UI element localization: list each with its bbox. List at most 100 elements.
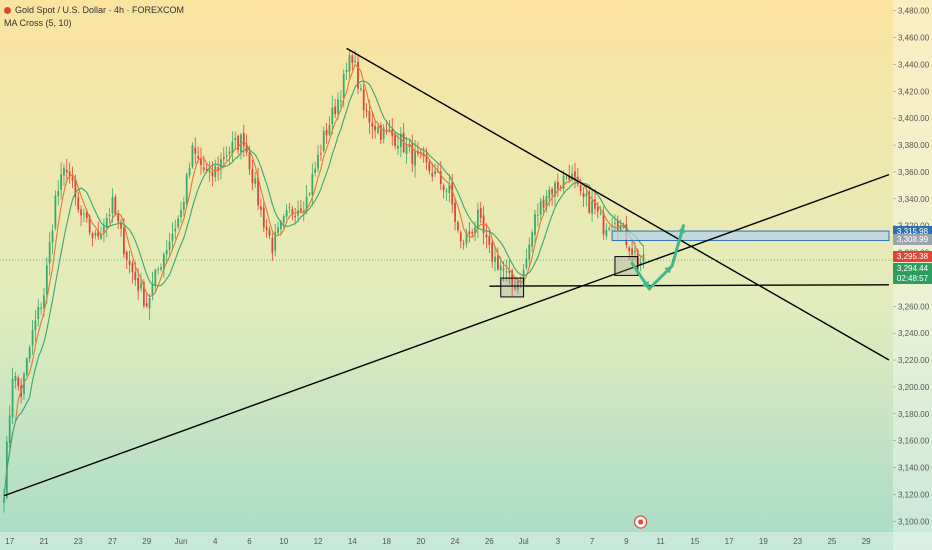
candle-body — [568, 176, 571, 180]
candle-body — [485, 234, 488, 238]
candle-body — [514, 287, 516, 289]
candle-body — [51, 230, 54, 243]
candle-body — [11, 378, 14, 418]
candle-body — [457, 221, 459, 231]
candle-body — [599, 213, 602, 215]
candle-body — [137, 278, 140, 291]
candle-body — [582, 193, 585, 198]
candle-body — [354, 60, 357, 62]
low-box-2 — [614, 256, 639, 276]
candle-body — [442, 185, 445, 191]
candle-body — [379, 125, 382, 141]
candle-body — [162, 254, 165, 270]
candle-body — [608, 228, 611, 230]
candle-body — [71, 177, 74, 181]
candle-body — [468, 231, 471, 234]
candle-body — [417, 150, 419, 154]
candle-body — [94, 232, 97, 236]
candle-body — [145, 303, 148, 307]
candle-body — [91, 233, 94, 238]
candle-body — [134, 272, 137, 281]
candle-body — [602, 213, 605, 235]
candle-body — [362, 88, 365, 111]
candle-body — [522, 269, 525, 285]
candle-body — [539, 200, 542, 215]
candle-body — [288, 207, 291, 209]
candle-body — [328, 125, 331, 135]
ma-fast-line — [3, 63, 644, 498]
candle-body — [17, 377, 20, 387]
candle-body — [448, 184, 451, 194]
candle-body — [471, 231, 474, 234]
candle-body — [465, 232, 468, 244]
candle-body — [188, 167, 191, 176]
candle-body — [422, 152, 425, 157]
candle-body — [614, 222, 616, 224]
candle-body — [322, 131, 325, 151]
candle-body — [57, 191, 60, 197]
candle-body — [80, 209, 82, 216]
candle-body — [103, 226, 105, 233]
ma-slow-line — [3, 80, 644, 498]
price-tag: 3,295.38 — [893, 251, 932, 263]
candle-body — [305, 196, 308, 211]
y-tick-label: 3,200.00 — [898, 383, 930, 392]
candle-body — [300, 208, 302, 212]
candle-body — [34, 320, 37, 331]
candle-body — [111, 197, 114, 214]
candle-body — [317, 154, 319, 169]
candle-body — [277, 227, 279, 234]
candle-body — [125, 251, 128, 261]
candle-body — [171, 233, 174, 242]
candle-body — [165, 249, 168, 255]
y-tick-label: 3,380.00 — [898, 141, 930, 150]
candle-body — [185, 174, 188, 205]
candle-body — [157, 269, 160, 271]
candle-body — [262, 207, 265, 228]
candle-body — [237, 136, 239, 151]
candle-body — [108, 215, 111, 217]
candle-body — [628, 247, 631, 252]
candle-body — [3, 497, 5, 503]
candle-body — [205, 168, 208, 171]
candle-body — [254, 178, 257, 184]
candle-body — [325, 129, 328, 136]
candle-body — [388, 129, 391, 131]
candle-body — [268, 229, 271, 236]
economic-event-icon-dot — [638, 519, 644, 525]
candle-body — [371, 122, 374, 127]
y-tick-label: 3,140.00 — [898, 464, 930, 473]
candle-body — [131, 263, 134, 273]
candle-body — [14, 375, 17, 381]
candle-body — [177, 218, 180, 228]
candle-body — [516, 280, 519, 290]
candle-body — [394, 133, 396, 147]
candle-body — [197, 156, 200, 159]
candle-body — [294, 215, 297, 217]
candle-body — [37, 307, 40, 319]
candle-body — [60, 174, 62, 190]
candle-body — [405, 144, 408, 155]
candle-body — [348, 55, 351, 72]
candle-body — [291, 209, 294, 215]
indicator-row[interactable]: MA Cross (5, 10) — [4, 17, 184, 30]
candle-body — [425, 154, 428, 163]
candle-body — [282, 216, 285, 223]
candle-body — [528, 244, 531, 260]
candle-body — [25, 358, 28, 375]
x-tick-label: 24 — [451, 537, 460, 546]
x-tick-label: 23 — [74, 537, 83, 546]
candle-body — [359, 88, 362, 90]
candle-body — [180, 210, 182, 218]
candle-body — [128, 260, 131, 265]
candle-body — [105, 218, 108, 229]
candle-body — [437, 171, 439, 173]
candle-body — [194, 147, 197, 154]
candle-body — [451, 182, 454, 205]
projection-arrow-head — [677, 225, 686, 234]
candle-body — [499, 266, 502, 271]
candle-body — [117, 213, 120, 222]
